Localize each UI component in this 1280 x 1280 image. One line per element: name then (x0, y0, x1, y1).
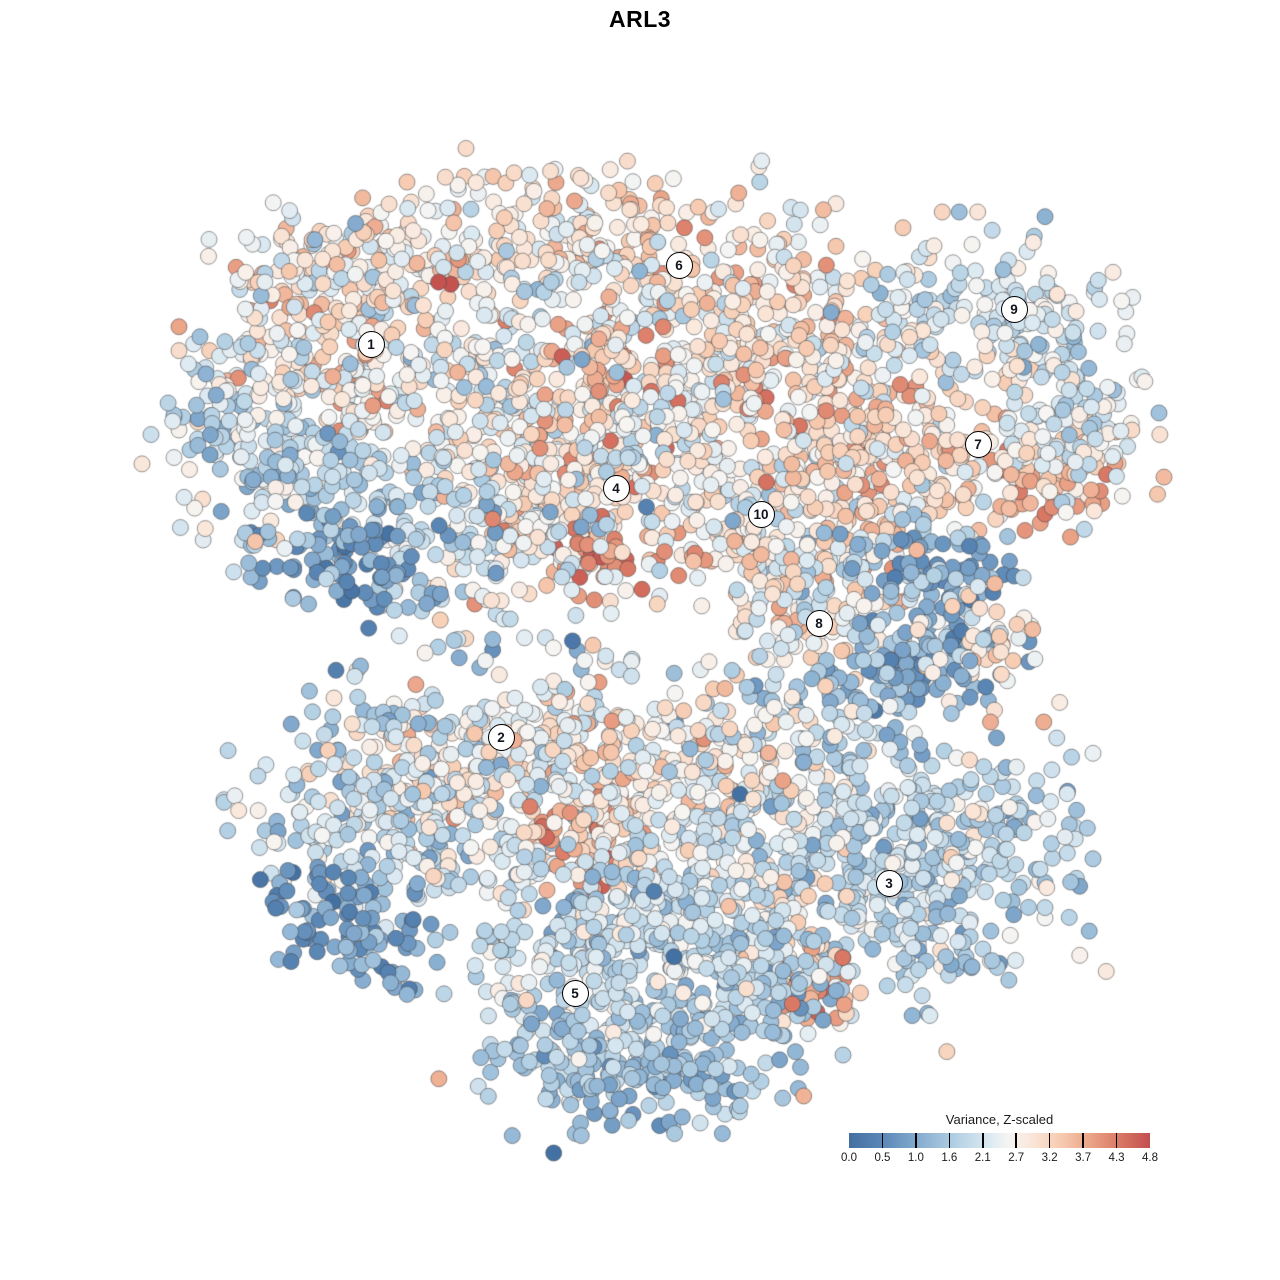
colorbar-tick-label: 2.7 (1008, 1152, 1025, 1164)
colorbar-tick-line (1082, 1133, 1084, 1148)
colorbar-tick-label: 1.0 (907, 1152, 924, 1164)
colorbar-tick-label: 3.7 (1075, 1152, 1092, 1164)
colorbar-tick-line (1115, 1133, 1118, 1148)
colorbar-tick-line (1015, 1133, 1017, 1148)
colorbar-tick-line (1048, 1133, 1051, 1148)
colorbar-tick-line (915, 1133, 917, 1148)
colorbar-gradient (849, 1133, 1150, 1148)
legend-title: Variance, Z-scaled (945, 1112, 1054, 1127)
colorbar-tick-line (881, 1133, 884, 1148)
colorbar-tick-label: 2.1 (974, 1152, 991, 1164)
colorbar-tick-label: 3.2 (1041, 1152, 1058, 1164)
colorbar-tick-labels: 0.0 0.5 1.0 1.6 2.1 2.7 3.2 3.7 4.3 4.8 (841, 1148, 1158, 1164)
colorbar-tick-line (982, 1133, 984, 1148)
colorbar-tick-label: 4.3 (1108, 1152, 1125, 1164)
colorbar-tick-label: 4.8 (1142, 1152, 1158, 1164)
colorbar-legend: Variance, Z-scaled 0.0 0.5 1.0 1.6 2.1 2.7 3.2… (841, 1112, 1158, 1164)
colorbar-tick-label: 1.6 (941, 1152, 958, 1164)
colorbar-tick-label: 0.0 (841, 1152, 857, 1164)
colorbar-tick-label: 0.5 (874, 1152, 891, 1164)
colorbar-tick-line (948, 1133, 951, 1148)
